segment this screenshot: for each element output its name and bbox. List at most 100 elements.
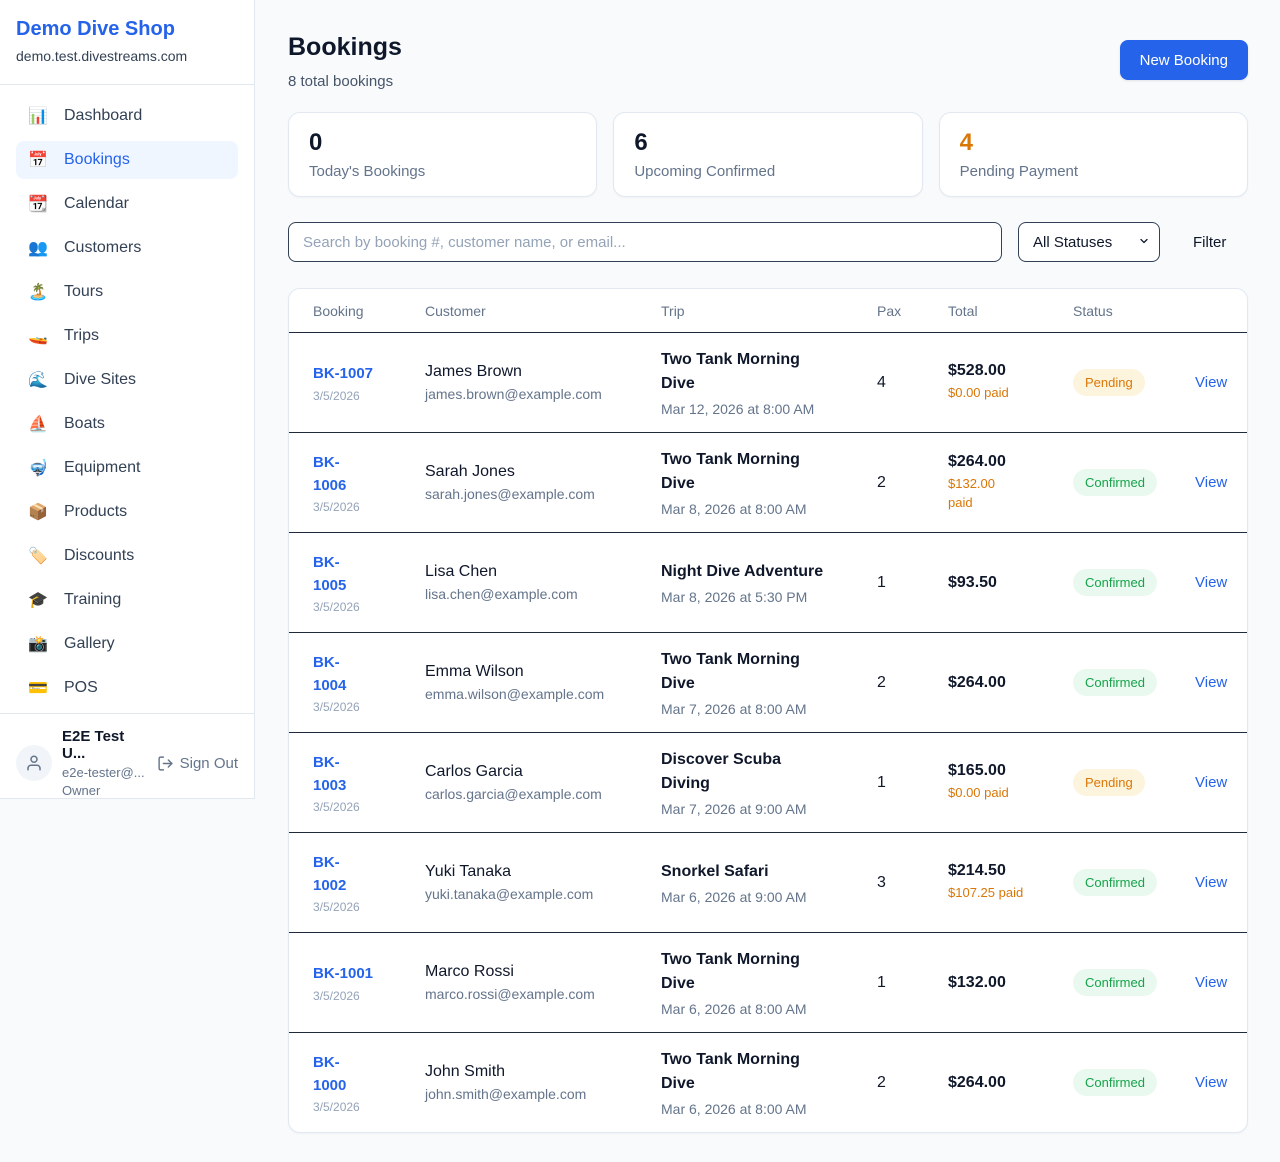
- customer-name: Sarah Jones: [425, 463, 515, 480]
- booking-date: 3/5/2026: [313, 600, 360, 615]
- booking-date: 3/5/2026: [313, 988, 360, 1003]
- gallery-icon: 📸: [28, 636, 48, 653]
- stat-label: Today's Bookings: [309, 163, 426, 180]
- view-link[interactable]: View: [1195, 873, 1228, 891]
- view-link[interactable]: View: [1195, 473, 1228, 491]
- view-link[interactable]: View: [1195, 673, 1228, 691]
- sidebar-item-label: Bookings: [64, 151, 130, 168]
- trip-datetime: Mar 8, 2026 at 8:00 AM: [661, 501, 807, 517]
- stat-card-todays-bookings: 0 Today's Bookings: [288, 112, 598, 197]
- customer-email: john.smith@example.com: [425, 1086, 587, 1102]
- filter-bar: All Statuses Filter: [288, 222, 1248, 262]
- trip-name: Snorkel Safari: [661, 863, 769, 880]
- sidebar: Demo Dive Shop demo.test.divestreams.com…: [0, 0, 255, 799]
- view-link[interactable]: View: [1195, 1073, 1228, 1091]
- shop-domain: demo.test.divestreams.com: [16, 48, 188, 64]
- customer-name: Lisa Chen: [425, 563, 498, 580]
- customer-name: John Smith: [425, 1063, 506, 1080]
- customer-email: yuki.tanaka@example.com: [425, 886, 594, 902]
- sidebar-item-label: Equipment: [64, 459, 141, 476]
- sidebar-item-calendar[interactable]: 📆 Calendar: [16, 185, 238, 223]
- sidebar-item-gallery[interactable]: 📸 Gallery: [16, 625, 238, 663]
- booking-number-link[interactable]: BK- 1004: [313, 653, 347, 694]
- stat-value: 0: [309, 129, 323, 156]
- dive-sites-icon: 🌊: [28, 372, 48, 389]
- sidebar-item-bookings[interactable]: 📅 Bookings: [16, 141, 238, 179]
- user-meta: E2E Test U... e2e-tester@... Owner: [62, 728, 147, 798]
- booking-number-link[interactable]: BK- 1005: [313, 553, 347, 594]
- pax-count: 1: [877, 973, 886, 991]
- total-amount: $93.50: [948, 573, 997, 591]
- customer-name: Marco Rossi: [425, 963, 514, 980]
- sidebar-item-dashboard[interactable]: 📊 Dashboard: [16, 97, 238, 135]
- trip-name: Night Dive Adventure: [661, 563, 824, 580]
- trip-name: Two Tank Morning Dive: [661, 951, 800, 992]
- col-booking: Booking: [313, 302, 364, 319]
- table-row: BK- 1005 3/5/2026 Lisa Chen lisa.chen@ex…: [289, 532, 1247, 632]
- col-total: Total: [948, 302, 978, 319]
- status-select-wrap: All Statuses: [1018, 222, 1160, 262]
- booking-number-link[interactable]: BK- 1003: [313, 753, 347, 794]
- booking-date: 3/5/2026: [313, 700, 360, 715]
- tours-icon: 🏝️: [28, 284, 48, 301]
- booking-number-link[interactable]: BK- 1000: [313, 1053, 347, 1094]
- trip-name: Two Tank Morning Dive: [661, 651, 800, 692]
- status-badge: Confirmed: [1073, 1069, 1157, 1096]
- booking-date: 3/5/2026: [313, 900, 360, 915]
- view-link[interactable]: View: [1195, 373, 1228, 391]
- trip-datetime: Mar 6, 2026 at 8:00 AM: [661, 1001, 807, 1017]
- user-avatar: [16, 745, 52, 781]
- view-link[interactable]: View: [1195, 973, 1228, 991]
- stat-value: 6: [634, 129, 648, 156]
- status-filter-select[interactable]: All Statuses: [1018, 222, 1160, 262]
- pax-count: 4: [877, 373, 886, 391]
- paid-amount: $132.00 paid: [948, 475, 995, 510]
- total-amount: $132.00: [948, 973, 1006, 991]
- table-header: Booking Customer Trip Pax Total Status: [289, 289, 1247, 332]
- trip-name: Two Tank Morning Dive: [661, 451, 800, 492]
- filter-button[interactable]: Filter: [1193, 233, 1227, 251]
- sidebar-item-boats[interactable]: ⛵ Boats: [16, 405, 238, 443]
- page-title: Bookings: [288, 33, 402, 61]
- sidebar-item-training[interactable]: 🎓 Training: [16, 581, 238, 619]
- table-row: BK-1007 3/5/2026 James Brown james.brown…: [289, 332, 1247, 432]
- table-row: BK-1001 3/5/2026 Marco Rossi marco.rossi…: [289, 932, 1247, 1032]
- sidebar-item-products[interactable]: 📦 Products: [16, 493, 238, 531]
- view-link[interactable]: View: [1195, 573, 1228, 591]
- sidebar-item-label: Discounts: [64, 547, 135, 564]
- table-row: BK- 1004 3/5/2026 Emma Wilson emma.wilso…: [289, 632, 1247, 732]
- sidebar-item-pos[interactable]: 💳 POS: [16, 669, 238, 707]
- user-name: E2E Test U...: [62, 728, 125, 762]
- stats-row: 0 Today's Bookings 6 Upcoming Confirmed …: [288, 112, 1248, 197]
- customer-email: carlos.garcia@example.com: [425, 786, 602, 802]
- booking-number-link[interactable]: BK- 1006: [313, 453, 347, 494]
- total-amount: $264.00: [948, 1073, 1006, 1091]
- sidebar-item-tours[interactable]: 🏝️ Tours: [16, 273, 238, 311]
- boats-icon: ⛵: [28, 416, 48, 433]
- sidebar-item-trips[interactable]: 🚤 Trips: [16, 317, 238, 355]
- sidebar-item-customers[interactable]: 👥 Customers: [16, 229, 238, 267]
- booking-number-link[interactable]: BK- 1002: [313, 853, 347, 894]
- pax-count: 1: [877, 573, 886, 591]
- view-link[interactable]: View: [1195, 773, 1228, 791]
- total-bookings-count: 8 total bookings: [288, 73, 394, 90]
- trip-name: Two Tank Morning Dive: [661, 351, 800, 392]
- sign-out-label: Sign Out: [179, 754, 238, 772]
- search-input[interactable]: [288, 222, 1002, 262]
- stat-card-pending-payment: 4 Pending Payment: [938, 112, 1248, 197]
- pax-count: 2: [877, 673, 886, 691]
- sidebar-item-discounts[interactable]: 🏷️ Discounts: [16, 537, 238, 575]
- dashboard-icon: 📊: [28, 108, 48, 125]
- stat-label: Pending Payment: [959, 163, 1079, 180]
- sidebar-item-label: Dashboard: [64, 107, 143, 124]
- sidebar-item-dive-sites[interactable]: 🌊 Dive Sites: [16, 361, 238, 399]
- booking-number-link[interactable]: BK-1007: [313, 365, 374, 383]
- booking-number-link[interactable]: BK-1001: [313, 965, 374, 983]
- sign-out-button[interactable]: Sign Out: [157, 755, 238, 772]
- sidebar-item-equipment[interactable]: 🤿 Equipment: [16, 449, 238, 487]
- brand-block: Demo Dive Shop demo.test.divestreams.com: [0, 0, 254, 85]
- pax-count: 2: [877, 1073, 886, 1091]
- new-booking-button[interactable]: New Booking: [1119, 40, 1248, 80]
- main-content: Bookings 8 total bookings New Booking 0 …: [288, 0, 1248, 1133]
- sidebar-item-label: Dive Sites: [64, 371, 137, 388]
